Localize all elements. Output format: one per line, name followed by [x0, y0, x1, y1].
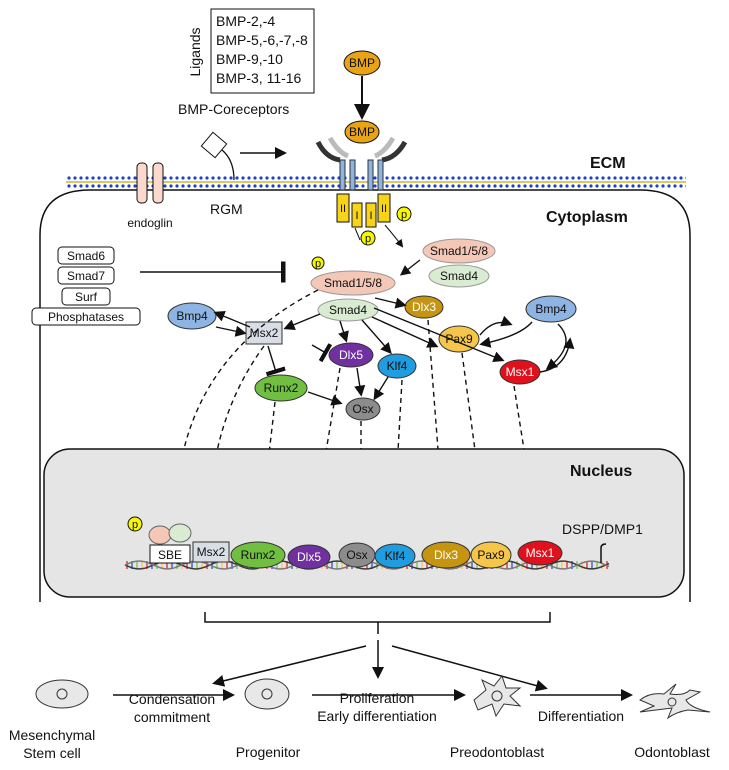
- node-pax9: Pax9: [438, 325, 480, 353]
- svg-text:Pax9: Pax9: [445, 332, 473, 346]
- cell-outline: [39, 189, 691, 602]
- svg-text:SBE: SBE: [158, 548, 182, 562]
- svg-text:Msx1: Msx1: [506, 365, 535, 379]
- inhibitor-item: Phosphatases: [31, 307, 141, 326]
- stage-cell-label: Progenitor: [236, 744, 301, 760]
- node-msx2: Msx2: [245, 321, 283, 345]
- svg-text:Smad4: Smad4: [329, 303, 367, 317]
- bmp-receptor-complex: BMP II I I II p p: [315, 120, 412, 248]
- membrane: [66, 176, 686, 188]
- node-dlx3: Dlx3: [404, 295, 444, 319]
- svg-text:Surf: Surf: [75, 290, 98, 304]
- nucleus-label: Nucleus: [570, 463, 632, 480]
- stage-cell-label: Preodontoblast: [450, 744, 544, 760]
- node-bmp4-left: Bmp4: [167, 302, 217, 330]
- stage-cell-label: Mesenchymal Stem cell: [9, 727, 95, 761]
- nuclear-factor: Msx2: [192, 541, 230, 563]
- stage-transition-label: Proliferation Early differentiation: [317, 690, 437, 724]
- svg-text:II: II: [381, 203, 387, 215]
- svg-text:Dlx3: Dlx3: [412, 300, 436, 314]
- smad-complex-cytoplasm: Smad1/5/8 Smad4 Smad1/5/8 p Smad4: [310, 238, 496, 322]
- ligand-item: BMP-2,-4: [216, 13, 275, 29]
- svg-text:Smad1/5/8: Smad1/5/8: [324, 276, 382, 290]
- node-runx2: Runx2: [254, 374, 308, 402]
- ligands-label: Ligands: [187, 27, 203, 76]
- node-klf4: Klf4: [377, 353, 417, 379]
- bmp-ligand: BMP: [343, 50, 381, 76]
- svg-text:Dlx5: Dlx5: [339, 348, 363, 362]
- ligand-list: BMP-2,-4 BMP-5,-6,-7,-8 BMP-9,-10 BMP-3, 11…: [216, 13, 308, 86]
- svg-text:Smad6: Smad6: [67, 249, 105, 263]
- stage-cells: [35, 674, 711, 720]
- nuclear-factor: Runx2: [230, 541, 286, 569]
- stage-cell-label: Odontoblast: [634, 744, 710, 760]
- svg-text:Osx: Osx: [346, 548, 367, 562]
- svg-text:Msx2: Msx2: [197, 545, 226, 559]
- nuclear-factor: Dlx3: [421, 541, 471, 569]
- svg-text:I: I: [369, 210, 372, 222]
- bmp-coreceptors-label: BMP-Coreceptors: [178, 101, 289, 117]
- svg-text:Osx: Osx: [352, 402, 373, 416]
- svg-text:p: p: [132, 519, 138, 531]
- svg-text:Smad4: Smad4: [440, 269, 478, 283]
- svg-text:II: II: [340, 203, 346, 215]
- inhibitor-item: Smad6: [57, 246, 115, 265]
- ligand-item: BMP-5,-6,-7,-8: [216, 32, 308, 48]
- svg-text:p: p: [401, 209, 407, 221]
- cytoplasm-label: Cytoplasm: [546, 209, 628, 226]
- inhibitor-item: Smad7: [57, 266, 115, 285]
- svg-text:Pax9: Pax9: [477, 548, 505, 562]
- rgm-label: RGM: [210, 201, 243, 217]
- svg-text:Bmp4: Bmp4: [535, 302, 567, 316]
- svg-text:p: p: [365, 233, 371, 245]
- svg-text:Runx2: Runx2: [241, 548, 276, 562]
- node-msx1: Msx1: [499, 359, 541, 385]
- node-dlx5: Dlx5: [328, 342, 374, 368]
- stage-transition-label: Condensation commitment: [129, 691, 215, 725]
- rgm-coreceptor: [200, 131, 287, 181]
- nuclear-factor: Pax9: [470, 541, 512, 569]
- svg-text:Bmp4: Bmp4: [176, 309, 208, 323]
- svg-text:Klf4: Klf4: [385, 549, 406, 563]
- node-osx: Osx: [345, 397, 381, 421]
- svg-text:Msx2: Msx2: [250, 326, 279, 340]
- ligands-box: BMP-2,-4 BMP-5,-6,-7,-8 BMP-9,-10 BMP-3, 11…: [187, 8, 315, 94]
- nuclear-factor: Dlx5: [287, 544, 331, 570]
- ligand-item: BMP-9,-10: [216, 51, 283, 67]
- sbe-complex: p SBE: [127, 516, 192, 564]
- transcription-start: [600, 543, 607, 563]
- svg-text:Runx2: Runx2: [264, 381, 299, 395]
- nuclear-factors: Msx2 Runx2 Dlx5 Osx Klf4 Dlx3 Pax9 Msx1: [192, 540, 563, 570]
- svg-text:Smad1/5/8: Smad1/5/8: [430, 244, 488, 258]
- stage-transition-label: Differentiation: [538, 708, 624, 724]
- svg-text:p: p: [315, 258, 321, 270]
- svg-text:Dlx5: Dlx5: [297, 550, 321, 564]
- target-gene-label: DSPP/DMP1: [562, 521, 643, 537]
- svg-text:BMP: BMP: [349, 125, 375, 139]
- svg-text:Klf4: Klf4: [387, 359, 408, 373]
- stage-labels: Mesenchymal Stem cell Progenitor Preodontob…: [9, 690, 710, 761]
- svg-text:Dlx3: Dlx3: [434, 548, 458, 562]
- nuclear-factor: Osx: [338, 542, 376, 568]
- node-bmp4-right: Bmp4: [525, 295, 577, 323]
- endoglin-receptor: [136, 162, 164, 204]
- ecm-label: ECM: [590, 155, 626, 172]
- inhibitor-list: Smad6 Smad7 Surf Phosphatases: [31, 246, 141, 326]
- svg-text:Msx1: Msx1: [526, 546, 555, 560]
- svg-text:BMP: BMP: [349, 56, 375, 70]
- svg-text:Phosphatases: Phosphatases: [48, 310, 124, 324]
- svg-text:Smad7: Smad7: [67, 269, 105, 283]
- svg-text:I: I: [355, 210, 358, 222]
- cytoplasm-arrows: [213, 297, 575, 406]
- convergence-bracket: [204, 612, 551, 692]
- nuclear-factor: Klf4: [374, 543, 416, 569]
- endoglin-label: endoglin: [127, 216, 172, 230]
- nuclear-factor: Msx1: [517, 540, 563, 566]
- inhibitor-item: Surf: [61, 287, 111, 306]
- ligand-item: BMP-3, 11-16: [216, 70, 302, 86]
